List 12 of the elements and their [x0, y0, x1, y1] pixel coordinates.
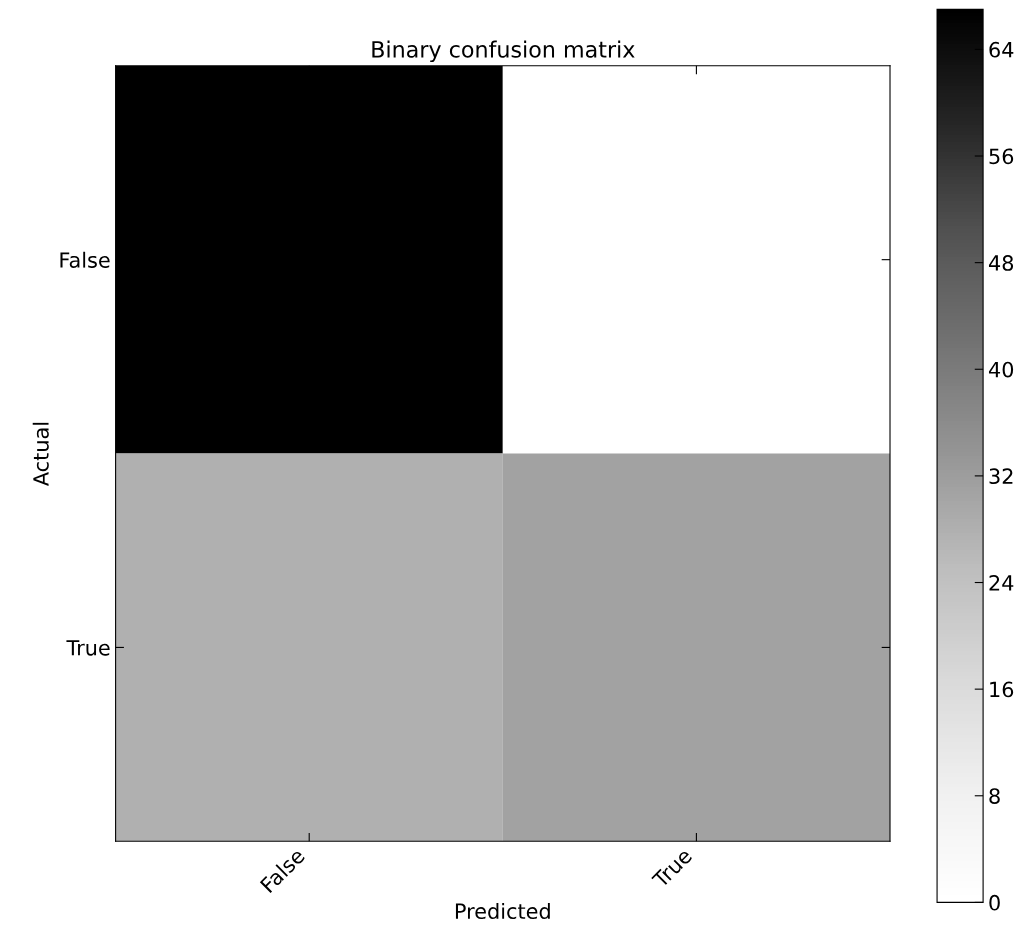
color-bar-label: 64 — [989, 41, 1014, 58]
color-bar-label: 40 — [988, 361, 1014, 378]
color-bar-label: 16 — [990, 681, 1014, 698]
color-bar-label: 8 — [989, 788, 1000, 804]
color-bar-label: 24 — [989, 574, 1014, 591]
color-bar-label: 48 — [988, 255, 1014, 271]
color-bar-label: 0 — [989, 894, 1000, 911]
color-bar-label: 56 — [989, 148, 1014, 165]
chart-title: Binary confusion matrix — [372, 40, 635, 63]
color-bar-label: 32 — [989, 468, 1013, 485]
x-axis-title: Predicted — [455, 902, 550, 920]
y-axis-title: Actual — [32, 422, 49, 487]
